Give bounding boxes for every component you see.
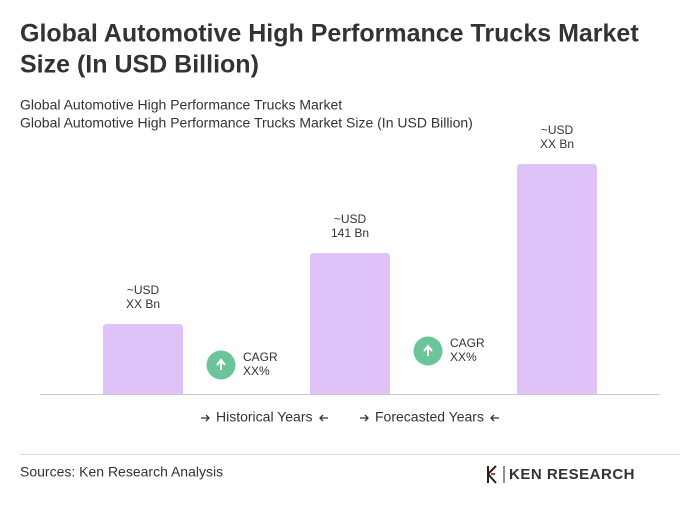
legend-arrow	[360, 414, 369, 422]
legend-arrow	[319, 414, 328, 422]
value-label: 141 Bn	[331, 226, 369, 240]
cagr-arrow	[423, 344, 433, 356]
legend-arrow	[490, 414, 499, 422]
value-label: ~USD	[541, 123, 574, 137]
cagr-label: CAGR	[450, 336, 485, 350]
legend-label: Forecasted Years	[375, 409, 484, 425]
value-label: XX Bn	[126, 297, 160, 311]
value-label: ~USD	[334, 212, 367, 226]
bar	[103, 324, 183, 394]
chart-subtitle: Global Automotive High Performance Truck…	[20, 115, 473, 131]
logo-icon	[487, 465, 505, 484]
logo-text: KEN RESEARCH	[509, 466, 635, 483]
bar	[310, 253, 390, 394]
legend-arrow	[201, 414, 210, 422]
value-label: ~USD	[127, 283, 160, 297]
cagr-label: XX%	[243, 364, 270, 378]
bar	[517, 164, 597, 394]
legend-label: Historical Years	[216, 409, 313, 425]
source: Sources: Ken Research Analysis	[20, 464, 223, 480]
value-label: XX Bn	[540, 137, 574, 151]
cagr-label: CAGR	[243, 350, 278, 364]
chart-title: Size (In USD Billion)	[20, 51, 259, 79]
chart-title: Global Automotive High Performance Truck…	[20, 20, 639, 48]
cagr-label: XX%	[450, 350, 477, 364]
cagr-arrow	[216, 358, 226, 370]
chart-subtitle: Global Automotive High Performance Truck…	[20, 97, 342, 113]
